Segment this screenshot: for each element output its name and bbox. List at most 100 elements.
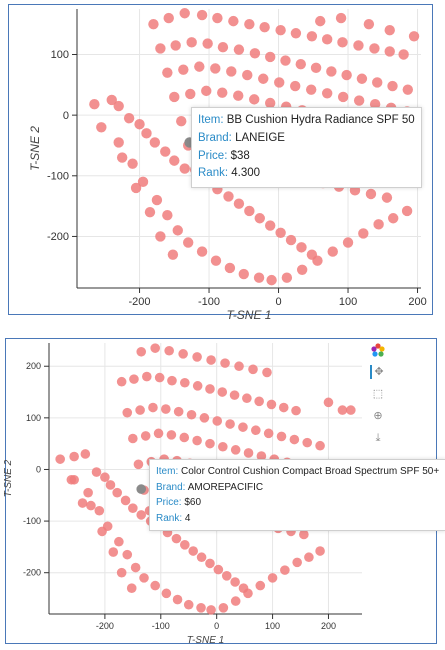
scatter-point[interactable] <box>170 40 181 51</box>
scatter-point[interactable] <box>230 577 240 587</box>
scatter-point[interactable] <box>369 99 381 110</box>
scatter-point[interactable] <box>275 227 286 239</box>
scatter-point[interactable] <box>206 605 216 615</box>
scatter-point[interactable] <box>242 393 252 404</box>
scatter-point[interactable] <box>192 435 202 446</box>
scatter-point[interactable] <box>162 67 173 78</box>
scatter-point[interactable] <box>196 246 208 257</box>
scatter-point[interactable] <box>226 66 237 77</box>
scatter-point[interactable] <box>264 51 276 63</box>
scatter-point[interactable] <box>94 505 105 516</box>
scatter-point[interactable] <box>258 73 269 84</box>
scatter-point[interactable] <box>290 80 301 92</box>
scatter-point[interactable] <box>116 376 127 387</box>
scatter-point[interactable] <box>259 21 270 33</box>
scatter-point[interactable] <box>66 474 77 485</box>
scatter-point[interactable] <box>183 599 194 610</box>
scatter-point[interactable] <box>77 498 88 508</box>
scatter-point[interactable] <box>278 402 289 413</box>
scatter-point[interactable] <box>91 467 102 477</box>
scatter-point[interactable] <box>148 18 159 30</box>
scatter-point[interactable] <box>262 367 272 378</box>
scatter-point[interactable] <box>172 225 183 236</box>
scatter-point[interactable] <box>127 158 138 169</box>
scatter-point[interactable] <box>306 31 318 42</box>
scatter-point[interactable] <box>254 396 264 407</box>
scatter-point[interactable] <box>123 112 135 124</box>
scatter-point[interactable] <box>126 583 137 593</box>
scatter-point[interactable] <box>251 425 261 436</box>
scatter-point[interactable] <box>234 361 244 372</box>
hovered-point[interactable] <box>136 484 147 494</box>
scatter-point[interactable] <box>137 176 149 188</box>
scatter-point[interactable] <box>358 228 369 239</box>
save-icon[interactable]: ⤓ <box>375 432 381 444</box>
scatter-point[interactable] <box>205 438 215 449</box>
scatter-point[interactable] <box>253 272 265 283</box>
scatter-point[interactable] <box>167 375 177 386</box>
scatter-point[interactable] <box>302 437 313 448</box>
scatter-point[interactable] <box>384 46 395 57</box>
scatter-point[interactable] <box>186 37 197 48</box>
scatter-point[interactable] <box>363 18 375 30</box>
scatter-point[interactable] <box>221 571 232 581</box>
scatter-point[interactable] <box>128 503 138 513</box>
scatter-point[interactable] <box>233 198 245 209</box>
scatter-point[interactable] <box>373 219 384 230</box>
scatter-point[interactable] <box>100 472 110 483</box>
scatter-point[interactable] <box>192 352 202 362</box>
scatter-point[interactable] <box>194 61 205 72</box>
scatter-point[interactable] <box>274 77 285 88</box>
scatter-point[interactable] <box>218 603 229 613</box>
scatter-point[interactable] <box>381 192 393 203</box>
scatter-point[interactable] <box>180 377 190 388</box>
scatter-point[interactable] <box>199 413 210 423</box>
scatter-point[interactable] <box>233 44 245 55</box>
scatter-point[interactable] <box>133 459 144 470</box>
scatter-point[interactable] <box>176 116 187 127</box>
scatter-point[interactable] <box>86 500 96 511</box>
scatter-point[interactable] <box>280 565 290 575</box>
scatter-point[interactable] <box>353 95 365 106</box>
scatter-point[interactable] <box>178 64 189 75</box>
scatter-point[interactable] <box>172 594 183 605</box>
scatter-point[interactable] <box>122 549 133 560</box>
scatter-point[interactable] <box>150 580 160 591</box>
scatter-point[interactable] <box>113 100 124 112</box>
scatter-point[interactable] <box>304 552 314 563</box>
scatter-point[interactable] <box>337 37 348 48</box>
scatter-point[interactable] <box>89 99 100 110</box>
scatter-point[interactable] <box>169 91 180 103</box>
scatter-point[interactable] <box>153 428 164 439</box>
scatter-point[interactable] <box>97 526 107 537</box>
scatter-point[interactable] <box>315 15 326 27</box>
scatter-point[interactable] <box>149 137 161 148</box>
scatter-point[interactable] <box>280 55 291 66</box>
scatter-point[interactable] <box>299 529 309 540</box>
scatter-point[interactable] <box>154 372 165 383</box>
scatter-point[interactable] <box>315 440 325 451</box>
scatter-point[interactable] <box>161 404 171 414</box>
scatter-point[interactable] <box>249 48 261 59</box>
scatter-point[interactable] <box>180 540 190 550</box>
scatter-point[interactable] <box>225 419 235 429</box>
scatter-point[interactable] <box>254 213 265 224</box>
scatter-point[interactable] <box>188 546 199 556</box>
scatter-point[interactable] <box>256 451 267 461</box>
scatter-point[interactable] <box>276 431 287 442</box>
scatter-point[interactable] <box>80 449 91 459</box>
scatter-point[interactable] <box>108 547 119 557</box>
scatter-point[interactable] <box>296 242 307 253</box>
scatter-point[interactable] <box>341 69 352 81</box>
scatter-point[interactable] <box>129 374 139 384</box>
wheel-zoom-icon[interactable]: ⊕ <box>373 410 383 422</box>
scatter-point[interactable] <box>244 205 255 217</box>
scatter-point[interactable] <box>248 364 258 375</box>
scatter-point[interactable] <box>166 430 177 440</box>
scatter-point[interactable] <box>263 428 274 439</box>
scatter-point[interactable] <box>337 405 348 415</box>
scatter-point[interactable] <box>160 146 171 157</box>
scatter-point[interactable] <box>139 573 149 583</box>
scatter-point[interactable] <box>136 346 147 357</box>
scatter-point[interactable] <box>356 73 368 84</box>
